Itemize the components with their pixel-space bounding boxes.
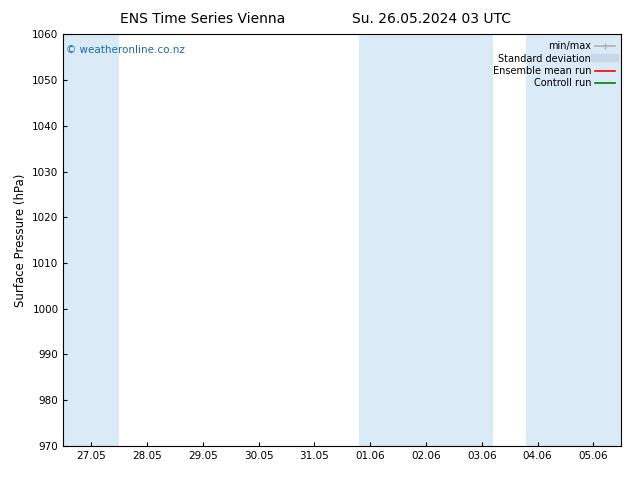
Y-axis label: Surface Pressure (hPa): Surface Pressure (hPa): [14, 173, 27, 307]
Text: Su. 26.05.2024 03 UTC: Su. 26.05.2024 03 UTC: [352, 12, 510, 26]
Text: ENS Time Series Vienna: ENS Time Series Vienna: [120, 12, 285, 26]
Bar: [526, 34, 621, 446]
Legend: min/max, Standard deviation, Ensemble mean run, Controll run: min/max, Standard deviation, Ensemble me…: [491, 39, 616, 90]
Bar: [359, 34, 493, 446]
Text: © weatheronline.co.nz: © weatheronline.co.nz: [66, 45, 185, 54]
Bar: [63, 34, 119, 446]
